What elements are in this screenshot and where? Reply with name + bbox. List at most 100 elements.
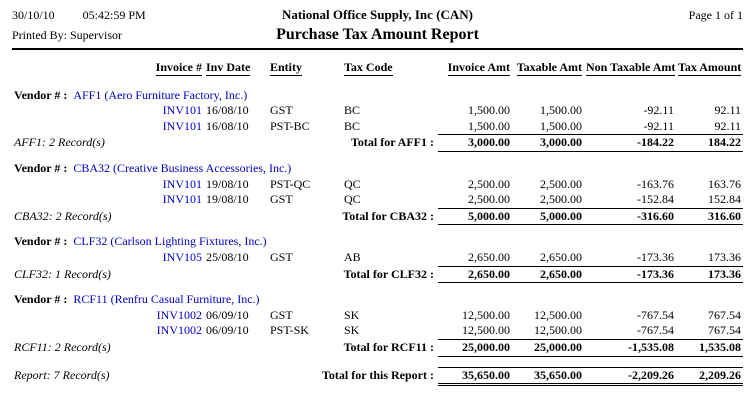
tax-entity: GST — [270, 103, 293, 118]
vendor-number-label: Vendor # : — [14, 292, 68, 307]
tax-code: QC — [344, 176, 361, 191]
invoice-number-cell: INV105 — [130, 250, 204, 266]
invoice-number-cell: INV101 — [130, 177, 204, 193]
invoice-amt: 2,650.00 — [468, 249, 510, 264]
invoice-number-link[interactable]: INV105 — [162, 249, 202, 264]
report-total-label: Total for this Report : — [322, 367, 434, 382]
invoice-amt: 12,500.00 — [462, 307, 510, 322]
vendor-total-non-taxable-amt: -173.36 — [584, 265, 676, 284]
invoice-row: INV1002 06/09/10 PST-SK SK 12,500.00 12,500.0… — [12, 323, 743, 339]
report-total-non-taxable-amt: -2,209.26 — [584, 366, 676, 387]
column-header-non-taxable-amt: Non Taxable Amt — [586, 60, 676, 76]
taxable-amt: 1,500.00 — [540, 103, 582, 118]
vendor-name-link[interactable]: AFF1 (Aero Furniture Factory, Inc.) — [73, 87, 248, 102]
vendor-total-taxable-amt: 5,000.00 — [512, 207, 584, 226]
row-indent — [12, 323, 130, 339]
tax-entity: GST — [270, 307, 293, 322]
header-left: 30/10/10 05:42:59 PM — [12, 8, 224, 23]
report-total-tax-amount: 2,209.26 — [676, 366, 743, 387]
tax-amount: 163.76 — [708, 176, 741, 191]
column-header-entity: Entity — [270, 60, 303, 76]
printed-by: Printed By: Supervisor — [12, 28, 122, 42]
invoice-row: INV101 19/08/10 PST-QC QC 2,500.00 2,500.00 -1… — [12, 177, 743, 193]
report-record-count: Report: 7 Record(s) — [14, 367, 110, 382]
vendor-total-tax-amount: 173.36 — [676, 265, 743, 284]
vendor-number-label: Vendor # : — [14, 87, 68, 102]
vendor-total-taxable-amt: 2,650.00 — [512, 265, 584, 284]
invoice-number-link[interactable]: INV101 — [162, 103, 202, 118]
report-body: Vendor # : AFF1 (Aero Furniture Factory,… — [12, 79, 743, 357]
invoice-number-link[interactable]: INV101 — [162, 118, 202, 133]
row-indent — [12, 103, 130, 119]
vendor-name-link[interactable]: RCF11 (Renfru Casual Furniture, Inc.) — [73, 292, 260, 307]
vendor-total-invoice-amt: 5,000.00 — [438, 207, 512, 226]
report-table: Invoice # Inv Date Entity Tax Code Invoi… — [12, 60, 743, 387]
invoice-date: 19/08/10 — [206, 176, 249, 191]
page-header-row-1: 30/10/10 05:42:59 PM National Office Sup… — [12, 7, 743, 23]
tax-amount: 92.11 — [714, 103, 741, 118]
invoice-number-cell: INV1002 — [130, 323, 204, 339]
vendor-header-cell: Vendor # : CBA32 (Creative Business Acce… — [12, 151, 743, 176]
invoice-date: 16/08/10 — [206, 118, 249, 133]
invoice-amt: 1,500.00 — [468, 103, 510, 118]
taxable-amt: 2,500.00 — [540, 176, 582, 191]
report-page: 30/10/10 05:42:59 PM National Office Sup… — [12, 7, 743, 387]
non-taxable-amt: -173.36 — [637, 249, 674, 264]
invoice-number-link[interactable]: INV1002 — [156, 323, 202, 338]
invoice-row: INV101 16/08/10 PST-BC BC 1,500.00 1,500.00 -9… — [12, 119, 743, 135]
invoice-number-cell: INV101 — [130, 103, 204, 119]
non-taxable-amt: -152.84 — [637, 192, 674, 207]
invoice-row: INV101 16/08/10 GST BC 1,500.00 1,500.00 -92.1… — [12, 103, 743, 119]
vendor-header-cell: Vendor # : AFF1 (Aero Furniture Factory,… — [12, 79, 743, 104]
report-total-invoice-amt: 35,650.00 — [438, 366, 512, 387]
invoice-amt: 2,500.00 — [468, 192, 510, 207]
vendor-total-row: RCF11: 2 Record(s) Total for RCF11 : 25,00… — [12, 338, 743, 357]
column-header-taxable-amt: Taxable Amt — [516, 60, 582, 76]
vendor-total-non-taxable-amt: -1,535.08 — [584, 338, 676, 357]
invoice-amt: 1,500.00 — [468, 118, 510, 133]
non-taxable-amt: -92.11 — [643, 118, 674, 133]
tax-entity: GST — [270, 249, 293, 264]
invoice-row: INV105 25/08/10 GST AB 2,650.00 2,650.00 -173.… — [12, 250, 743, 266]
row-indent — [12, 119, 130, 135]
vendor-total-tax-amount: 316.60 — [676, 207, 743, 226]
page-number: Page 1 of 1 — [688, 8, 743, 22]
vendor-total-invoice-amt: 3,000.00 — [438, 134, 512, 152]
tax-amount: 152.84 — [708, 192, 741, 207]
report-footer: Report: 7 Record(s) Total for this Repor… — [12, 356, 743, 387]
invoice-amt: 2,500.00 — [468, 176, 510, 191]
invoice-number-link[interactable]: INV1002 — [156, 307, 202, 322]
vendor-total-non-taxable-amt: -184.22 — [584, 134, 676, 152]
invoice-number-link[interactable]: INV101 — [162, 192, 202, 207]
tax-entity: PST-SK — [270, 323, 309, 338]
report-total-taxable-amt: 35,650.00 — [512, 366, 584, 387]
vendor-name-link[interactable]: CBA32 (Creative Business Accessories, In… — [73, 160, 292, 175]
vendor-header-row: Vendor # : CLF32 (Carlson Lighting Fixtu… — [12, 225, 743, 250]
tax-code: BC — [344, 103, 361, 118]
vendor-total-tax-amount: 184.22 — [676, 134, 743, 152]
column-header-invoice-amt: Invoice Amt — [447, 60, 510, 76]
taxable-amt: 1,500.00 — [540, 118, 582, 133]
invoice-number-link[interactable]: INV101 — [162, 176, 202, 191]
vendor-name-link[interactable]: CLF32 (Carlson Lighting Fixtures, Inc.) — [73, 234, 267, 249]
print-date: 30/10/10 — [12, 8, 55, 22]
tax-code: BC — [344, 118, 361, 133]
vendor-total-row: CLF32: 1 Record(s) Total for CLF32 : 2,650… — [12, 265, 743, 284]
vendor-header-row: Vendor # : AFF1 (Aero Furniture Factory,… — [12, 79, 743, 104]
tax-code: QC — [344, 192, 361, 207]
taxable-amt: 12,500.00 — [534, 307, 582, 322]
column-header-spacer — [12, 60, 130, 79]
tax-code: AB — [344, 249, 361, 264]
vendor-header-row: Vendor # : CBA32 (Creative Business Acce… — [12, 151, 743, 176]
column-header-row: Invoice # Inv Date Entity Tax Code Invoi… — [12, 60, 743, 79]
vendor-total-invoice-amt: 25,000.00 — [438, 338, 512, 357]
tax-entity: GST — [270, 192, 293, 207]
vendor-total-label: Total for CLF32 : — [343, 266, 434, 281]
non-taxable-amt: -92.11 — [643, 103, 674, 118]
invoice-number-cell: INV101 — [130, 192, 204, 208]
taxable-amt: 2,650.00 — [540, 249, 582, 264]
tax-amount: 767.54 — [708, 323, 741, 338]
vendor-total-label: Total for AFF1 : — [351, 135, 434, 150]
vendor-header-cell: Vendor # : RCF11 (Renfru Casual Furnitur… — [12, 283, 743, 308]
page-header-row-2: Printed By: Supervisor Purchase Tax Amou… — [12, 26, 743, 44]
